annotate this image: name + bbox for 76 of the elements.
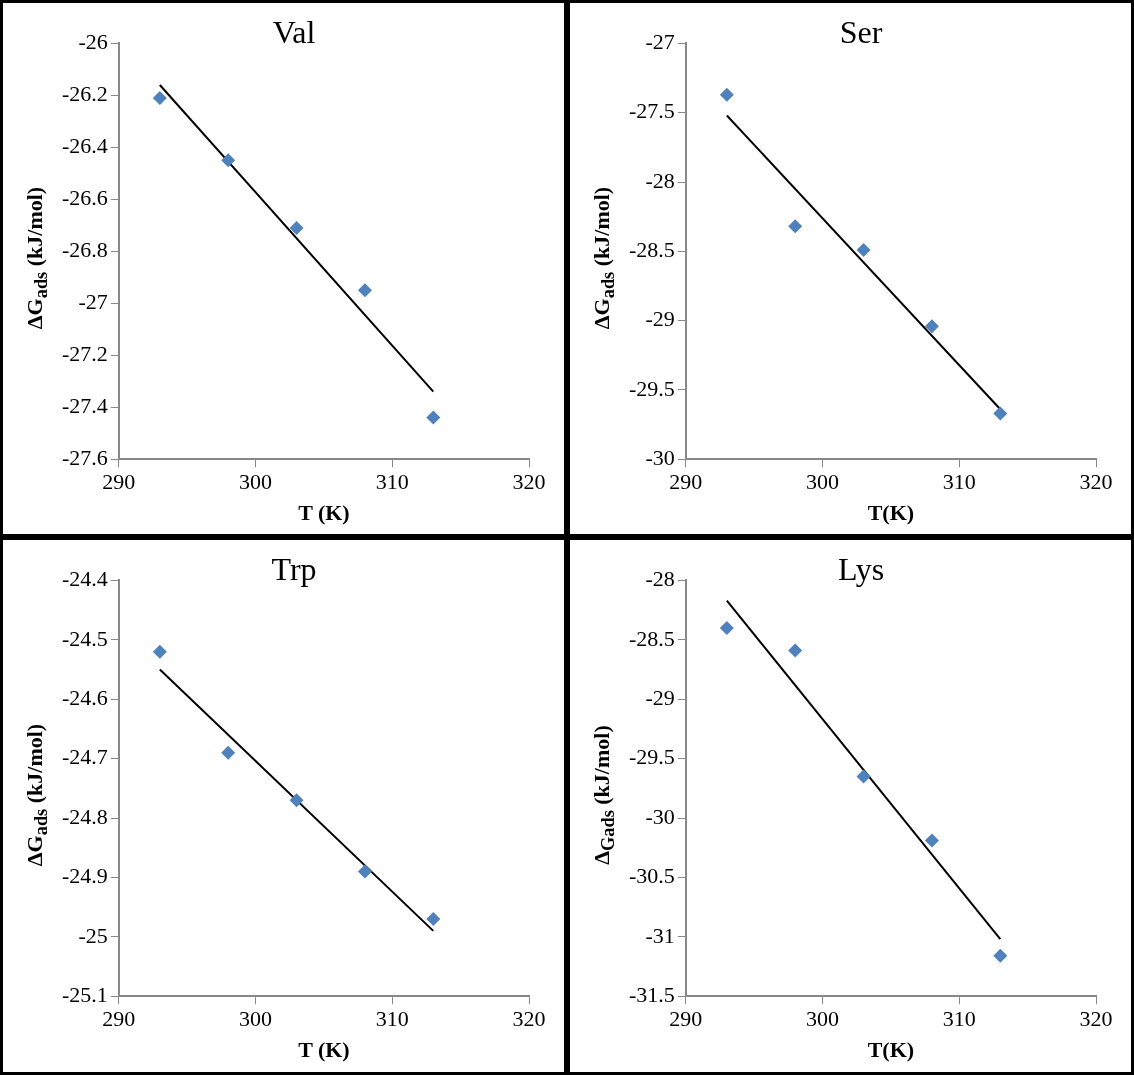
point [719, 620, 734, 635]
x-tick-label: 300 [806, 469, 840, 495]
point [788, 643, 803, 658]
y-tick-label: -27.2 [62, 341, 108, 367]
point [152, 90, 167, 105]
y-tick-label: -30 [645, 444, 675, 470]
y-tick-label: -29 [645, 306, 675, 332]
x-tick-label: 320 [1079, 469, 1113, 495]
chart-title: Lys [837, 550, 885, 587]
x-axis-title: T (K) [298, 500, 350, 526]
y-tick-label: -24.4 [62, 566, 108, 592]
y-tick-label: -24.5 [62, 625, 108, 651]
point [289, 220, 304, 235]
y-tick-label: -27.5 [629, 98, 675, 124]
point [426, 911, 441, 926]
y-tick-label: -24.7 [62, 744, 108, 770]
y-tick-label: -28 [645, 167, 675, 193]
y-tick-label: -24.6 [62, 684, 108, 710]
point [924, 319, 939, 334]
x-axis-title: T (K) [298, 1037, 350, 1063]
y-tick-label: -29.5 [629, 744, 675, 770]
point [152, 644, 167, 659]
chart-title: Ser [839, 13, 883, 50]
y-tick-label: -25.1 [62, 981, 108, 1007]
y-tick-label: -24.9 [62, 863, 108, 889]
y-tick-label: -29.5 [629, 375, 675, 401]
point [993, 406, 1008, 421]
x-tick-label: 320 [1079, 1006, 1113, 1032]
y-tick-label: -30.5 [629, 863, 675, 889]
y-tick-label: -26.8 [62, 237, 108, 263]
y-tick-label: -31 [645, 922, 675, 948]
x-tick-label: 320 [512, 469, 546, 495]
x-tick-label: 320 [512, 1006, 546, 1032]
point [357, 283, 372, 298]
x-tick-label: 300 [806, 1006, 840, 1032]
x-tick-label: 300 [239, 469, 273, 495]
point [993, 948, 1008, 963]
y-tick-label: -28 [645, 566, 675, 592]
y-tick-label: -31.5 [629, 981, 675, 1007]
x-tick-label: 310 [942, 469, 976, 495]
y-tick-label: -30 [645, 803, 675, 829]
x-tick-label: 290 [102, 1006, 136, 1032]
y-tick-label: -29 [645, 684, 675, 710]
x-tick-label: 290 [102, 469, 136, 495]
y-tick-label: -27 [645, 29, 675, 55]
y-tick-label: -25 [78, 922, 108, 948]
point [221, 153, 236, 168]
point [856, 242, 871, 257]
chart-title: Val [272, 13, 316, 50]
y-tick-label: -24.8 [62, 803, 108, 829]
point [426, 410, 441, 425]
x-tick-label: 300 [239, 1006, 273, 1032]
x-axis-title: T(K) [867, 1037, 915, 1063]
y-tick-label: -27 [78, 289, 108, 315]
point [856, 769, 871, 784]
point [788, 219, 803, 234]
y-tick-label: -26.6 [62, 185, 108, 211]
x-tick-label: 310 [942, 1006, 976, 1032]
y-tick-label: -27.4 [62, 393, 108, 419]
y-tick-label: -27.6 [62, 444, 108, 470]
chart-title: Trp [271, 550, 317, 587]
point [719, 87, 734, 102]
x-tick-label: 290 [669, 469, 703, 495]
y-tick-label: -28.5 [629, 237, 675, 263]
point [289, 793, 304, 808]
point [357, 864, 372, 879]
x-tick-label: 290 [669, 1006, 703, 1032]
x-tick-label: 310 [375, 469, 409, 495]
point [221, 745, 236, 760]
y-tick-label: -26 [78, 29, 108, 55]
x-tick-label: 310 [375, 1006, 409, 1032]
x-axis-title: T(K) [867, 500, 915, 526]
y-tick-label: -26.4 [62, 133, 108, 159]
y-tick-label: -26.2 [62, 81, 108, 107]
y-tick-label: -28.5 [629, 625, 675, 651]
point [924, 833, 939, 848]
